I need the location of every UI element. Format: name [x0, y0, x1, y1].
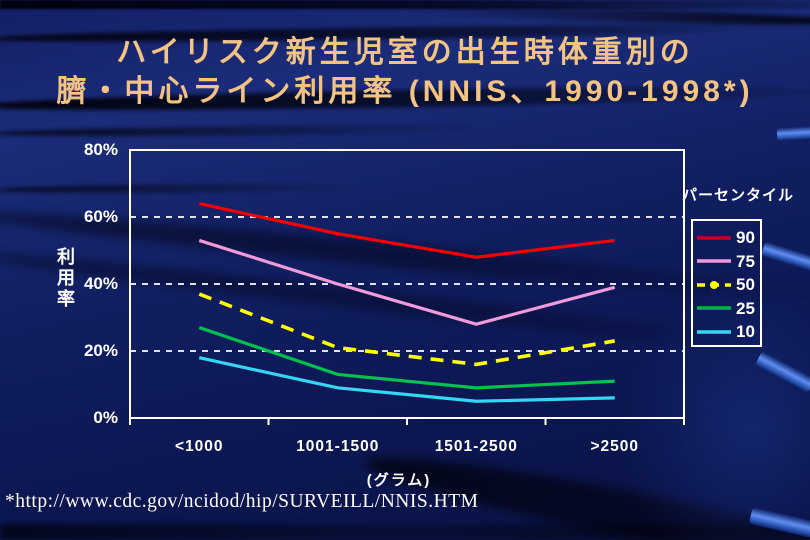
y-tick-label: 60% [83, 207, 118, 226]
legend-key-10 [697, 330, 731, 334]
legend-key-50 [697, 280, 731, 289]
legend: 90 75 50 25 10 [691, 219, 762, 347]
x-tick-label: 1501-2500 [434, 438, 518, 455]
series-line-25 [198, 326, 615, 390]
legend-item-25: 25 [693, 297, 760, 321]
y-tick-label: 0% [93, 408, 118, 427]
title-line-2: 臍・中心ライン利用率 (NNIS、1990-1998*) [56, 75, 754, 108]
series-line-10 [198, 356, 615, 403]
legend-label: 90 [736, 228, 755, 248]
series-line-50 [198, 292, 616, 367]
source-url: *http://www.cdc.gov/ncidod/hip/SURVEILL/… [5, 491, 479, 512]
series-line-90 [198, 202, 615, 259]
title-line-1: ハイリスク新生児室の出生時体重別の [116, 36, 694, 69]
legend-key-75 [697, 259, 731, 263]
legend-label: 25 [736, 298, 755, 318]
legend-label: 10 [736, 322, 755, 342]
y-tick-label: 20% [83, 341, 118, 360]
legend-label: 50 [736, 275, 755, 295]
slide-title: ハイリスク新生児室の出生時体重別の 臍・中心ライン利用率 (NNIS、1990-… [0, 33, 810, 111]
y-tick-label: 80% [83, 140, 118, 159]
y-axis-title: 利用率 [55, 247, 75, 310]
legend-key-25 [697, 306, 731, 310]
legend-item-90: 90 [693, 226, 760, 250]
x-tick-label: >2500 [590, 438, 640, 455]
y-tick-label: 40% [83, 274, 118, 293]
legend-item-75: 75 [693, 250, 760, 274]
legend-item-50: 50 [693, 273, 760, 297]
legend-key-90 [697, 236, 731, 240]
x-axis-title: (グラム) [366, 472, 432, 489]
x-tick-label: 1001-1500 [296, 438, 380, 455]
legend-label: 75 [736, 251, 755, 271]
legend-item-10: 10 [693, 320, 760, 344]
legend-title: パーセンタイル [682, 187, 795, 204]
series-line-75 [198, 238, 616, 326]
x-tick-label: <1000 [174, 438, 224, 455]
